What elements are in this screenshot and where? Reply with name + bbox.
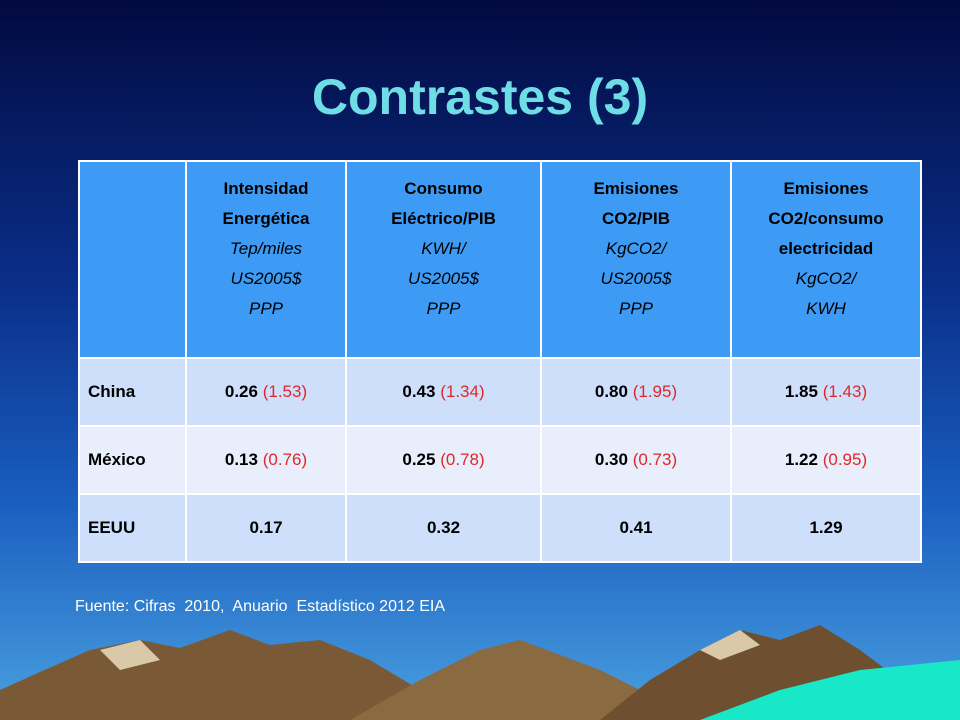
header-row: Intensidad Energética Tep/miles US2005$ PPP C… bbox=[78, 160, 922, 359]
mountain bbox=[350, 640, 680, 720]
cell-note: (1.95) bbox=[632, 382, 678, 401]
header-cell: Intensidad Energética Tep/miles US2005$ PPP bbox=[185, 160, 347, 359]
cell-value: 1.85 bbox=[784, 382, 818, 401]
data-row: EEUU 0.17 0.32 0.41 1.29 bbox=[78, 493, 922, 563]
cell-note: (1.53) bbox=[262, 382, 308, 401]
cell-note: (1.34) bbox=[440, 382, 485, 401]
data-cell: 1.22 (0.95) bbox=[730, 425, 922, 495]
row-label: México bbox=[78, 425, 187, 495]
cell-value: 1.29 bbox=[809, 518, 843, 537]
snow bbox=[100, 640, 160, 670]
header-title: Eléctrico/PIB bbox=[391, 209, 496, 228]
header-cell: Emisiones CO2/consumo electricidad KgCO2/KW… bbox=[730, 160, 922, 359]
header-unit: US2005$ bbox=[600, 269, 672, 288]
data-cell: 1.29 bbox=[730, 493, 922, 563]
cell-note: (0.95) bbox=[822, 450, 868, 469]
header-unit: KgCO2/ bbox=[605, 239, 667, 258]
header-title: Intensidad bbox=[223, 179, 309, 198]
cell-value: 0.41 bbox=[619, 518, 653, 537]
header-unit: US2005$ bbox=[230, 269, 302, 288]
data-table: Intensidad Energética Tep/miles US2005$ PPP C… bbox=[78, 160, 922, 563]
header-unit: Tep/miles bbox=[229, 239, 303, 258]
cell-value: 0.30 bbox=[594, 450, 628, 469]
cell-note: (1.43) bbox=[822, 382, 868, 401]
header-title: CO2/PIB bbox=[601, 209, 671, 228]
header-unit: PPP bbox=[248, 299, 284, 318]
cell-note: (0.76) bbox=[262, 450, 308, 469]
header-unit: US2005$ bbox=[408, 269, 479, 288]
header-unit: PPP bbox=[618, 299, 654, 318]
data-row: China 0.26 (1.53) 0.43 (1.34) 0.80 (1.95) 1.… bbox=[78, 357, 922, 427]
data-cell: 0.13 (0.76) bbox=[185, 425, 347, 495]
header-title: electricidad bbox=[778, 239, 874, 258]
header-unit: PPP bbox=[426, 299, 461, 318]
data-cell: 0.25 (0.78) bbox=[345, 425, 542, 495]
cell-note: (0.78) bbox=[440, 450, 485, 469]
cell-value: 0.80 bbox=[594, 382, 628, 401]
header-title: CO2/consumo bbox=[768, 209, 884, 228]
header-cell: Emisiones CO2/PIB KgCO2/US2005$ PPP bbox=[540, 160, 732, 359]
cell-value: 0.25 bbox=[402, 450, 436, 469]
header-unit: KgCO2/ bbox=[795, 269, 857, 288]
data-row: México 0.13 (0.76) 0.25 (0.78) 0.30 (0.73) 1… bbox=[78, 425, 922, 495]
cell-value: 0.32 bbox=[426, 518, 461, 537]
cell-value: 0.43 bbox=[402, 382, 436, 401]
data-cell: 0.26 (1.53) bbox=[185, 357, 347, 427]
data-cell: 1.85 (1.43) bbox=[730, 357, 922, 427]
data-cell: 0.80 (1.95) bbox=[540, 357, 732, 427]
snow bbox=[700, 630, 760, 660]
data-cell: 0.41 bbox=[540, 493, 732, 563]
header-title: Consumo bbox=[404, 179, 483, 198]
data-cell: 0.17 bbox=[185, 493, 347, 563]
corner-cell bbox=[78, 160, 187, 359]
header-cell: Consumo Eléctrico/PIB KWH/US2005$ PPP bbox=[345, 160, 542, 359]
water bbox=[700, 660, 960, 720]
row-label: China bbox=[78, 357, 187, 427]
data-cell: 0.43 (1.34) bbox=[345, 357, 542, 427]
header-title: Energética bbox=[222, 209, 310, 228]
header-unit: KWH bbox=[806, 299, 846, 318]
title: Contrastes (3) bbox=[311, 69, 649, 125]
cell-value: 1.22 bbox=[784, 450, 818, 469]
source-note: Fuente: Cifras 2010, Anuario Estadístico… bbox=[75, 598, 445, 615]
data-cell: 0.32 bbox=[345, 493, 542, 563]
cell-value: 0.26 bbox=[224, 382, 258, 401]
cell-value: 0.13 bbox=[224, 450, 258, 469]
header-title: Emisiones bbox=[783, 179, 869, 198]
row-label: EEUU bbox=[78, 493, 187, 563]
header-title: Emisiones bbox=[593, 179, 679, 198]
data-cell: 0.30 (0.73) bbox=[540, 425, 732, 495]
header-unit: KWH/ bbox=[421, 239, 466, 258]
cell-note: (0.73) bbox=[632, 450, 678, 469]
cell-value: 0.17 bbox=[249, 518, 283, 537]
